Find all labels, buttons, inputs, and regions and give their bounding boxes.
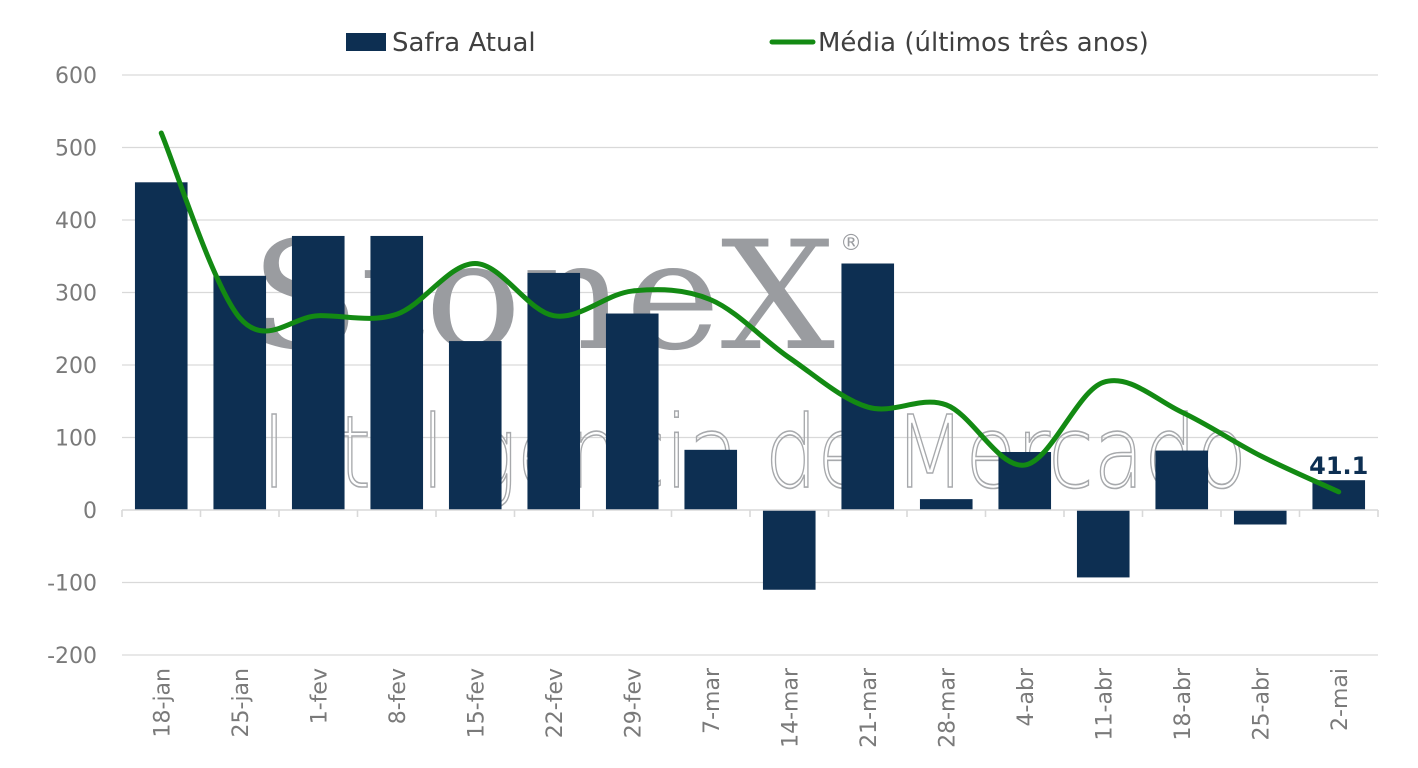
legend-label-safra-atual: Safra Atual xyxy=(392,28,536,58)
bar xyxy=(762,510,816,590)
bar xyxy=(841,263,895,510)
legend: Safra Atual Média (últimos três anos) xyxy=(346,28,1149,58)
watermark-registered: ® xyxy=(840,231,862,256)
x-axis-ticks: 18-jan 25-jan 1-fev 8-fev 15-fev 22-fev 29-fev… xyxy=(150,667,1353,748)
y-tick-label: 100 xyxy=(55,427,97,452)
x-tick-label: 28-mar xyxy=(935,667,960,748)
x-tick-label: 2-mai xyxy=(1328,668,1353,731)
y-tick-label: 400 xyxy=(55,209,97,234)
y-tick-label: -200 xyxy=(47,644,97,669)
x-tick-label: 25-abr xyxy=(1249,667,1274,740)
line-layer xyxy=(158,130,1342,495)
x-tick-label: 15-fev xyxy=(464,668,489,738)
x-tick-label: 4-abr xyxy=(1014,667,1039,726)
bars xyxy=(134,182,1366,590)
series-line-media xyxy=(158,130,1342,495)
data-label: 41.1 xyxy=(1309,452,1368,480)
x-tick-label: 8-fev xyxy=(386,668,411,724)
x-tick-label: 25-jan xyxy=(229,668,254,737)
y-axis-ticks: 600 500 400 300 200 100 0 -100 -200 xyxy=(47,64,97,669)
bar xyxy=(1233,510,1287,525)
legend-swatch-safra-atual xyxy=(346,33,386,51)
x-tick-label: 11-abr xyxy=(1092,667,1117,740)
y-tick-label: 0 xyxy=(83,499,97,524)
bar xyxy=(134,182,188,511)
y-tick-label: 200 xyxy=(55,354,97,379)
x-tick-label: 22-fev xyxy=(543,668,568,738)
bar xyxy=(1076,510,1130,578)
zero-axis xyxy=(121,509,1379,517)
x-tick-label: 7-mar xyxy=(700,667,725,734)
y-tick-label: 500 xyxy=(55,137,97,162)
x-tick-label: 29-fev xyxy=(621,668,646,738)
bar xyxy=(370,235,424,510)
x-tick-label: 1-fev xyxy=(307,668,332,724)
x-tick-label: 21-mar xyxy=(857,667,882,748)
x-tick-label: 14-mar xyxy=(778,667,803,748)
legend-label-media: Média (últimos três anos) xyxy=(818,28,1149,58)
bar xyxy=(291,235,345,510)
data-labels: 41.1 xyxy=(1309,452,1368,480)
bar xyxy=(213,275,267,510)
bar xyxy=(448,341,502,510)
y-tick-label: 300 xyxy=(55,282,97,307)
bar xyxy=(1155,450,1209,510)
x-tick-label: 18-abr xyxy=(1171,667,1196,740)
y-tick-label: 600 xyxy=(55,64,97,89)
bar xyxy=(919,499,973,510)
x-tick-label: 18-jan xyxy=(150,668,175,737)
y-tick-label: -100 xyxy=(47,572,97,597)
watermark-tagline: Inteligência de Mercado xyxy=(262,394,1247,511)
bar xyxy=(684,449,738,510)
bar xyxy=(605,313,659,510)
